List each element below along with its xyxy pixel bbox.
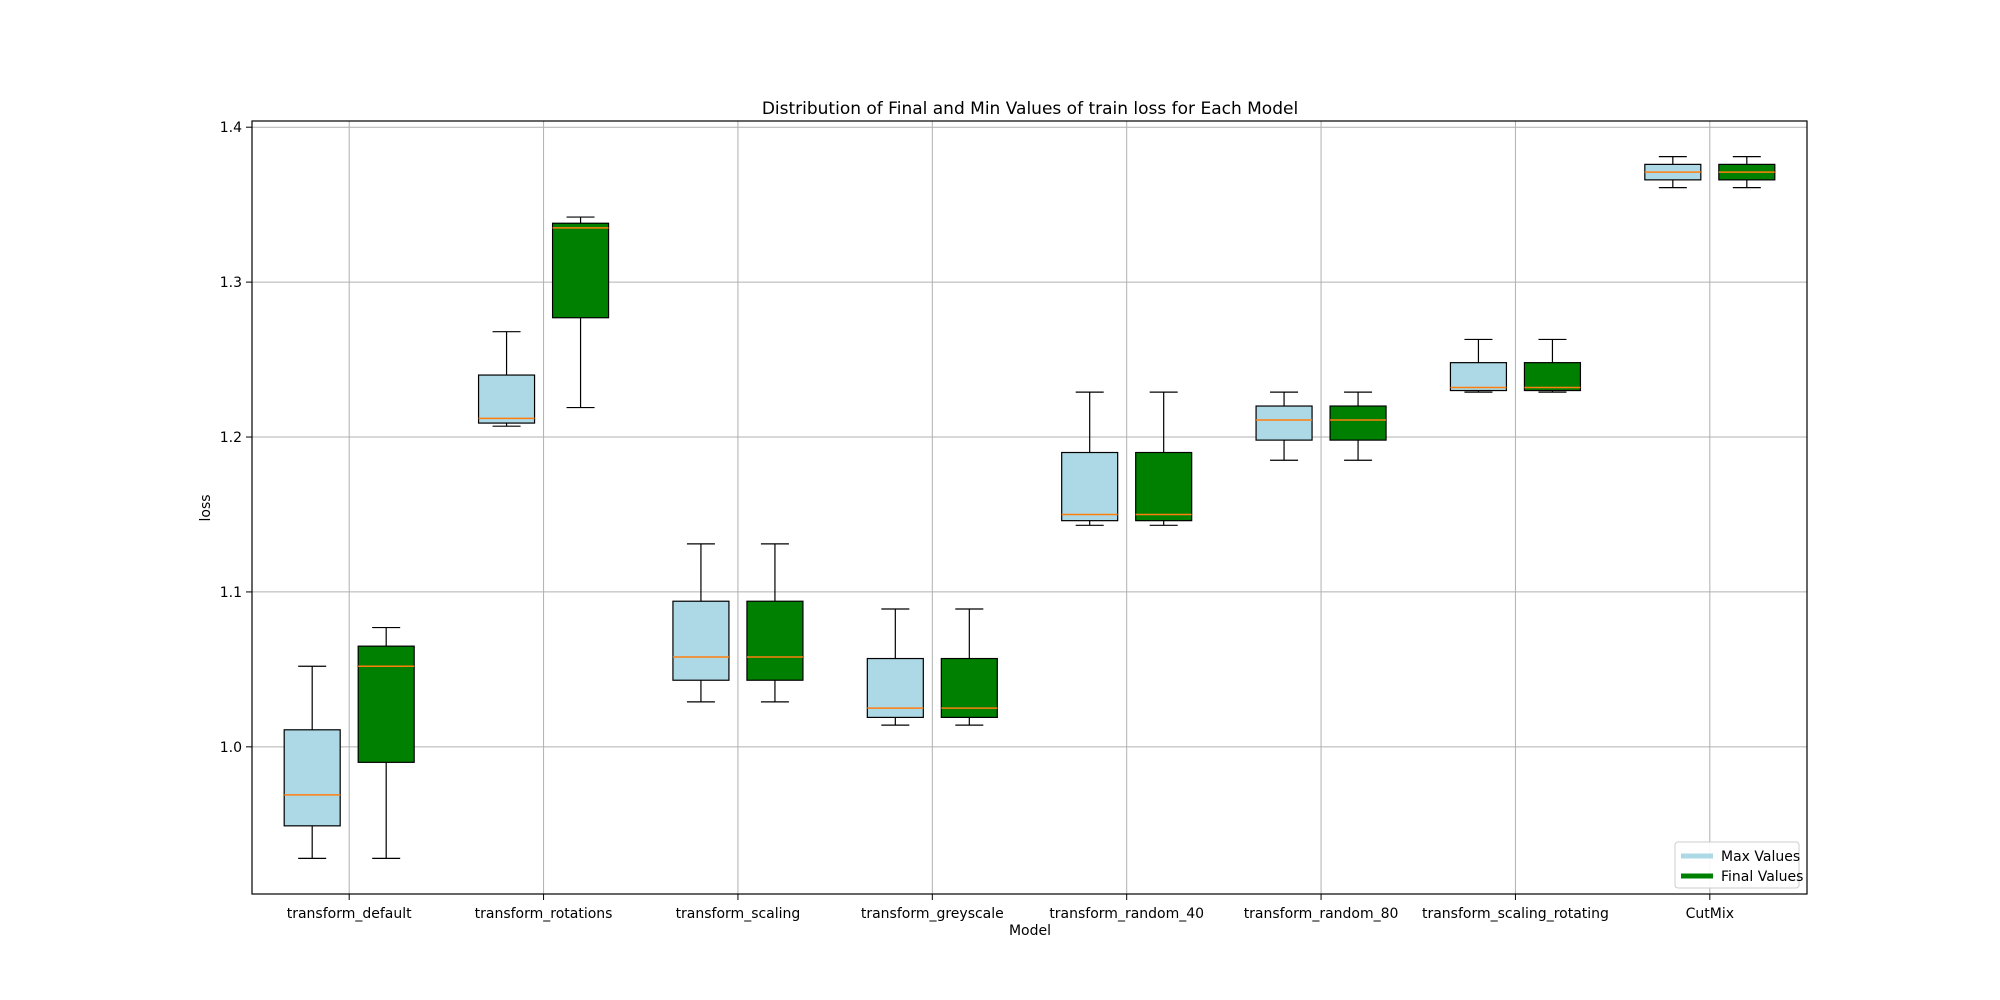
x-tick-label: transform_scaling_rotating: [1422, 906, 1609, 922]
box-max-transform_default: [283, 665, 341, 859]
box-max-transform_scaling: [672, 543, 730, 703]
box-max-transform_rotations: [477, 331, 536, 427]
box-iqr: [1449, 362, 1508, 392]
x-tick-label: CutMix: [1686, 906, 1734, 922]
legend: Max Values Final Values: [1674, 841, 1803, 889]
x-axis-label: Model: [1009, 923, 1051, 939]
box-final-transform_scaling_rotating: [1523, 338, 1582, 393]
box-iqr: [1255, 405, 1313, 441]
box-iqr: [672, 600, 730, 681]
box-iqr: [551, 222, 610, 319]
y-tick-label: 1.4: [220, 120, 242, 136]
axes-frame: [251, 120, 1808, 895]
box-final-transform_rotations: [551, 216, 610, 409]
x-tick-label: transform_greyscale: [861, 906, 1004, 922]
box-iqr: [477, 374, 536, 424]
box-max-CutMix: [1644, 156, 1702, 189]
box-iqr: [357, 645, 415, 763]
box-final-transform_scaling: [746, 543, 804, 703]
box-final-transform_random_80: [1329, 391, 1387, 461]
x-tick-label: transform_scaling: [676, 906, 801, 922]
chart-title: Distribution of Final and Min Values of …: [762, 99, 1298, 119]
grid-layer: [252, 121, 1807, 894]
tick-layer: 1.0 1.1 1.2 1.3 1.4 transform_default transfor…: [220, 120, 1734, 922]
y-axis-label: loss: [198, 494, 214, 521]
box-final-CutMix: [1718, 156, 1776, 189]
box-iqr: [1135, 451, 1193, 522]
box-max-transform_random_80: [1255, 391, 1313, 461]
x-tick-label: transform_random_40: [1049, 906, 1204, 922]
box-layer: [283, 156, 1776, 859]
y-tick-label: 1.3: [220, 275, 242, 291]
box-max-transform_greyscale: [866, 608, 924, 726]
box-final-transform_default: [357, 626, 415, 859]
box-final-transform_greyscale: [940, 608, 998, 726]
box-iqr: [1061, 451, 1119, 522]
box-iqr: [1329, 405, 1387, 441]
y-tick-label: 1.1: [220, 585, 242, 601]
box-iqr: [1523, 362, 1582, 392]
box-max-transform_scaling_rotating: [1449, 338, 1508, 393]
y-tick-label: 1.2: [220, 430, 242, 446]
x-tick-label: transform_default: [287, 906, 412, 922]
box-iqr: [746, 600, 804, 681]
legend-label-max: Max Values: [1721, 849, 1800, 865]
box-iqr: [283, 729, 341, 827]
box-final-transform_random_40: [1135, 391, 1193, 526]
legend-label-final: Final Values: [1721, 869, 1803, 885]
x-tick-label: transform_rotations: [475, 906, 613, 922]
x-tick-label: transform_random_80: [1244, 906, 1399, 922]
y-tick-label: 1.0: [220, 740, 242, 756]
box-max-transform_random_40: [1061, 391, 1119, 526]
